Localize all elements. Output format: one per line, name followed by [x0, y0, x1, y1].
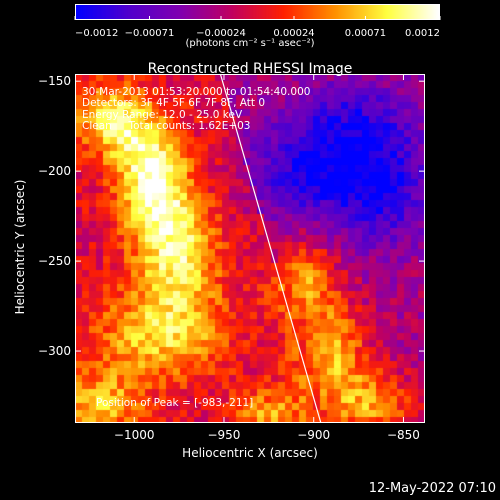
x-tick-label: −950	[207, 428, 240, 442]
annotation-time-range: 30-Mar-2013 01:53:20.000 to 01:54:40.000	[82, 86, 311, 98]
annotation-detectors: Detectors: 3F 4F 5F 6F 7F 8F, Att 0	[82, 97, 266, 109]
y-tick-label: −250	[38, 254, 71, 268]
peak-position-label: Position of Peak = [-983,-211]	[96, 397, 254, 409]
timestamp: 12-May-2022 07:10	[368, 481, 496, 496]
x-tick-label: −900	[297, 428, 330, 442]
x-tick-label: −850	[387, 428, 420, 442]
chart-title: Reconstructed RHESSI Image	[147, 61, 353, 77]
x-axis-label: Heliocentric X (arcsec)	[182, 446, 318, 460]
y-axis-label: Heliocentric Y (arcsec)	[13, 179, 27, 315]
colorbar	[75, 4, 440, 20]
annotation-energy-range: Energy Range: 12.0 - 25.0 keV	[82, 109, 243, 121]
colorbar-units-label: (photons cm⁻² s⁻¹ asec⁻²)	[185, 38, 315, 49]
x-tick-label: −1000	[114, 428, 155, 442]
annotation-clean-counts: Clean Total counts: 1.62E+03	[82, 120, 251, 132]
y-tick-label: −300	[38, 344, 71, 358]
y-tick-label: −200	[38, 164, 71, 178]
